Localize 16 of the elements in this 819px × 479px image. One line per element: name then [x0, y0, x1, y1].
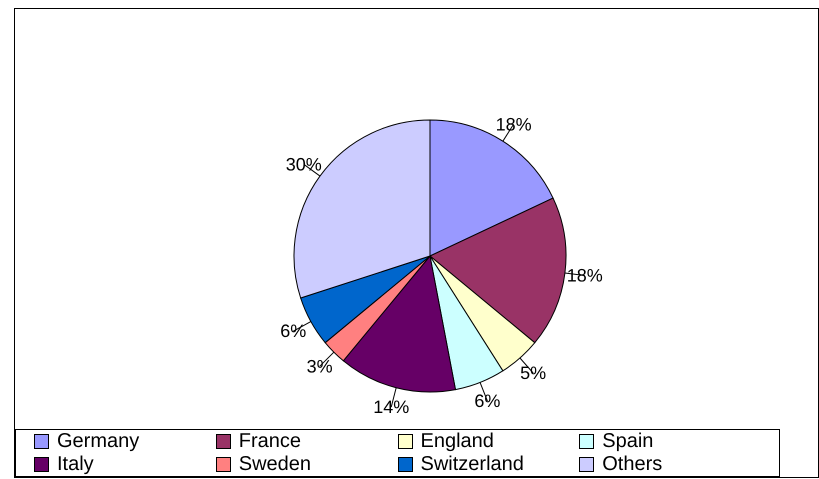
data-label: 5%	[520, 363, 546, 384]
data-label: 18%	[566, 266, 603, 286]
legend-label: Spain	[602, 430, 654, 453]
data-label: 14%	[373, 397, 410, 418]
data-label: 6%	[474, 391, 500, 412]
data-label: 6%	[280, 321, 306, 342]
legend-label: Sweden	[238, 453, 312, 476]
data-label: 18%	[496, 114, 532, 134]
legend-label: France	[238, 430, 301, 453]
data-label: 3%	[306, 356, 333, 376]
legend-label: Switzerland	[420, 453, 524, 476]
legend-label: Italy	[57, 453, 94, 476]
legend-label: Others	[602, 453, 662, 476]
legend-label: England	[420, 430, 494, 453]
data-label: 30%	[286, 154, 322, 174]
legend-label: Germany	[57, 430, 140, 453]
